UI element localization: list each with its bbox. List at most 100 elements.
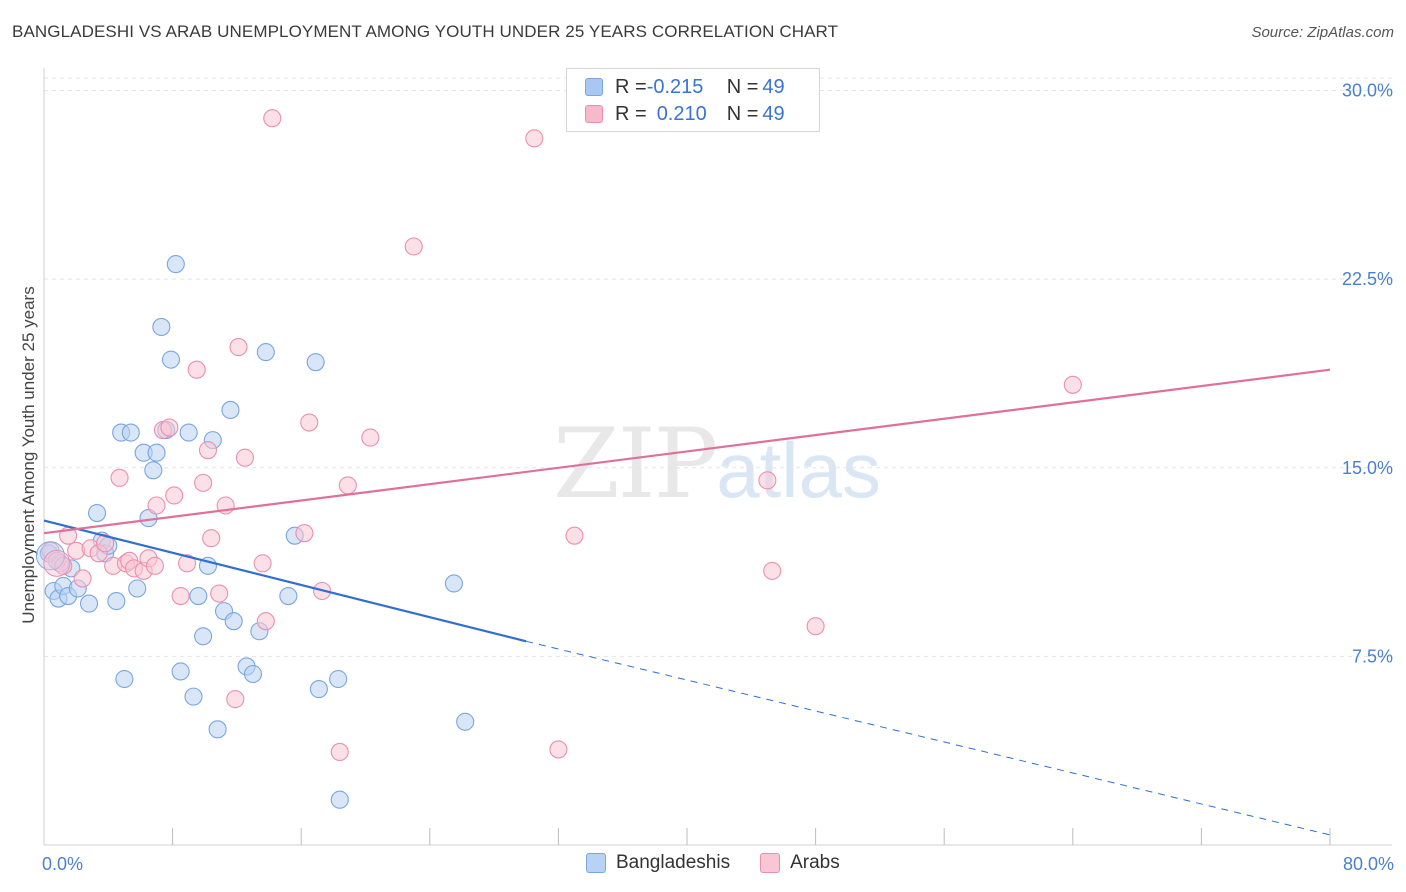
n-value: 49 — [762, 75, 785, 98]
n-value: 49 — [762, 102, 785, 125]
trend-extension-bangladeshis — [526, 640, 1331, 836]
legend-swatch-arabs — [760, 853, 781, 873]
point-arabs — [147, 496, 166, 515]
legend-row-arabs: R = 0.210 N = 49 — [585, 100, 785, 128]
point-arabs — [110, 468, 129, 487]
point-cluster-arabs — [43, 549, 71, 577]
point-bangladeshis — [152, 317, 171, 337]
point-bangladeshis — [107, 592, 126, 611]
point-bangladeshis — [189, 586, 208, 606]
point-arabs — [202, 529, 221, 548]
point-arabs — [235, 448, 254, 467]
chart-title: BANGLADESHI VS ARAB UNEMPLOYMENT AMONG Y… — [12, 22, 839, 41]
point-arabs — [198, 441, 218, 460]
legend-swatch-bangladeshis — [585, 78, 603, 96]
y-tick-label: 22.5% — [1342, 269, 1393, 289]
data-points — [35, 109, 1082, 809]
point-arabs — [806, 617, 825, 636]
grid — [44, 77, 1392, 657]
point-bangladeshis — [256, 343, 275, 362]
point-bangladeshis — [444, 574, 463, 593]
legend-row-bangladeshis: R = -0.215 N = 49 — [585, 73, 785, 101]
point-arabs — [1063, 375, 1082, 394]
point-bangladeshis — [221, 400, 240, 419]
point-bangladeshis — [224, 612, 243, 631]
legend-item-bangladeshis[interactable]: Bangladeshis — [586, 852, 730, 874]
point-bangladeshis — [279, 586, 298, 606]
trend-line-bangladeshis — [43, 519, 527, 643]
tick-labels: 7.5% 15.0% 22.5% 30.0% 0.0% 80.0% — [42, 81, 1394, 874]
legend-swatch-arabs — [585, 105, 603, 123]
point-arabs — [96, 534, 115, 553]
point-bangladeshis — [243, 664, 263, 684]
r-value: 0.210 — [656, 102, 707, 125]
y-tick-label: 15.0% — [1342, 458, 1393, 478]
point-arabs — [404, 237, 423, 256]
y-tick-label: 30.0% — [1342, 81, 1393, 101]
legend-label-arabs: Arabs — [790, 852, 840, 873]
r-value: -0.215 — [646, 75, 704, 98]
point-bangladeshis — [179, 423, 198, 442]
point-arabs — [763, 561, 782, 580]
point-arabs — [549, 740, 568, 759]
point-bangladeshis — [330, 790, 349, 809]
point-arabs — [330, 742, 349, 762]
point-bangladeshis — [456, 712, 475, 731]
n-label: N = — [726, 102, 759, 125]
trend-line-arabs — [43, 368, 1331, 535]
point-arabs — [165, 486, 184, 505]
point-arabs — [73, 569, 92, 588]
point-arabs — [565, 526, 584, 545]
point-arabs — [758, 471, 777, 490]
point-bangladeshis — [184, 687, 203, 706]
point-bangladeshis — [306, 353, 325, 372]
point-bangladeshis — [166, 255, 185, 274]
point-bangladeshis — [87, 504, 107, 523]
y-tick-label: 7.5% — [1352, 646, 1393, 666]
point-bangladeshis — [194, 627, 213, 646]
point-bangladeshis — [329, 669, 348, 689]
point-arabs — [160, 418, 179, 437]
point-arabs — [525, 129, 544, 148]
point-bangladeshis — [121, 423, 140, 442]
point-arabs — [295, 524, 314, 543]
series-legend: Bangladeshis Arabs — [586, 852, 870, 874]
point-bangladeshis — [79, 594, 99, 613]
legend-swatch-bangladeshis — [586, 853, 606, 873]
trend-lines — [43, 368, 1331, 836]
axes — [43, 68, 1392, 846]
point-arabs — [256, 612, 275, 631]
point-bangladeshis — [171, 662, 190, 681]
point-arabs — [300, 413, 319, 432]
point-arabs — [229, 338, 248, 357]
point-arabs — [145, 556, 164, 575]
point-arabs — [226, 690, 245, 709]
point-arabs — [171, 586, 190, 606]
point-bangladeshis — [309, 680, 328, 699]
point-arabs — [263, 109, 282, 128]
point-arabs — [187, 360, 206, 379]
correlation-legend: R = -0.215 N = 49 R = 0.210 N = 49 — [566, 68, 820, 132]
point-bangladeshis — [128, 579, 147, 598]
r-label: R = — [615, 102, 647, 125]
x-tick-label: 0.0% — [42, 854, 83, 874]
point-arabs — [253, 554, 272, 573]
legend-label-bangladeshis: Bangladeshis — [616, 852, 731, 873]
x-tick-label: 80.0% — [1343, 854, 1394, 874]
r-label: R = — [615, 75, 647, 98]
point-bangladeshis — [208, 720, 227, 739]
point-bangladeshis — [161, 350, 181, 369]
point-arabs — [194, 473, 213, 492]
point-arabs — [338, 476, 357, 495]
n-label: N = — [726, 75, 759, 98]
point-bangladeshis — [144, 461, 163, 480]
watermark-atlas: atlas — [716, 426, 881, 514]
legend-item-arabs[interactable]: Arabs — [760, 852, 840, 874]
point-arabs — [361, 428, 380, 447]
source-label: Source: ZipAtlas.com — [1251, 24, 1394, 41]
point-bangladeshis — [115, 669, 134, 689]
point-bangladeshis — [147, 443, 166, 462]
point-arabs — [210, 584, 229, 603]
point-arabs — [178, 554, 197, 573]
